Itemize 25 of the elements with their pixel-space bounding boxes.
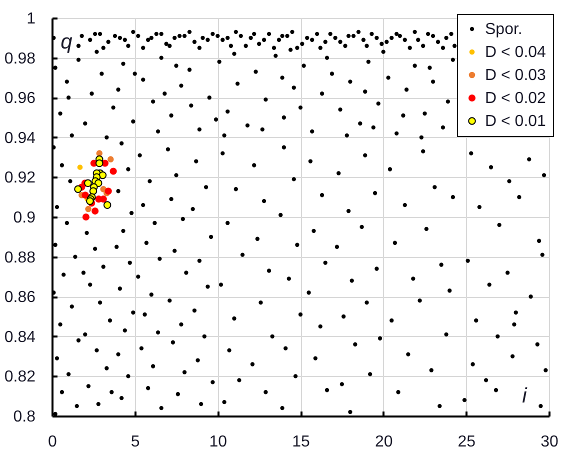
- y-tick-label: 0.9: [13, 210, 36, 226]
- x-tick-label: 5: [130, 434, 140, 450]
- x-tick-label: 30: [540, 434, 558, 450]
- x-tick-label: 20: [374, 434, 393, 450]
- legend-label: D < 0.03: [485, 67, 546, 84]
- x-tick-label: 15: [292, 434, 310, 450]
- y-tick-label: 0.96: [4, 90, 36, 108]
- y-tick-label: 0.92: [4, 170, 36, 187]
- legend-label: Spor.: [485, 21, 522, 38]
- legend-label: D < 0.04: [485, 44, 546, 61]
- y-tick-label: 0.84: [4, 328, 36, 346]
- legend-label: D < 0.01: [485, 113, 546, 130]
- legend-label: D < 0.02: [485, 90, 546, 107]
- x-tick-label: 0: [48, 434, 58, 450]
- y-tick-label: 0.88: [4, 249, 36, 266]
- x-tick-label: 10: [209, 434, 228, 450]
- x-tick-label: 25: [458, 434, 476, 450]
- y-axis-title: q: [60, 30, 73, 54]
- y-tick-label: 0.86: [4, 289, 36, 306]
- y-tick-label: 0.82: [4, 368, 36, 386]
- y-tick-label: 1: [26, 10, 36, 28]
- y-tick-label: 0.98: [4, 50, 36, 68]
- y-tick-label: 0.94: [4, 130, 36, 147]
- y-tick-label: 0.8: [13, 408, 36, 426]
- x-axis-title: i: [522, 384, 528, 408]
